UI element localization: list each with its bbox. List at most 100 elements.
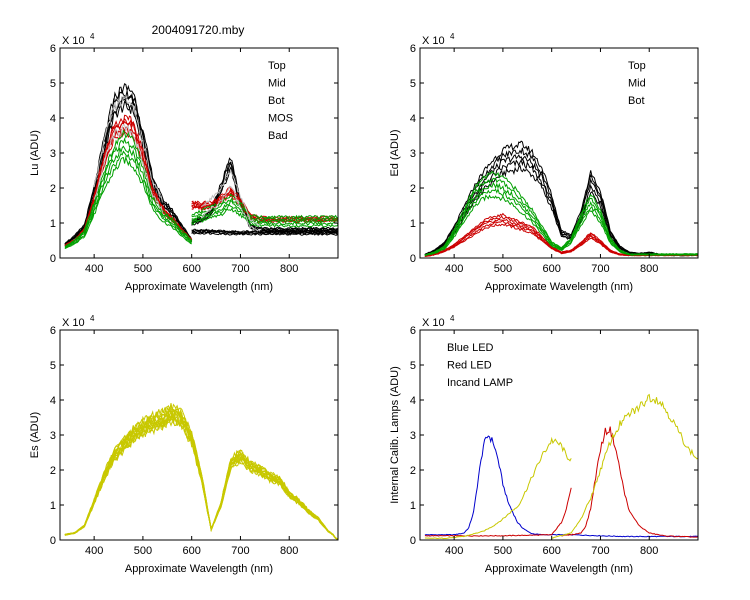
series-line-mid — [64, 114, 193, 246]
series-line-mid — [424, 220, 698, 257]
legend-entry-red-led: Red LED — [447, 360, 492, 372]
y-tick-label: 2 — [410, 465, 416, 477]
y-tick-label: 1 — [50, 500, 56, 512]
x-tick-label: 800 — [640, 263, 658, 275]
figure-title: 2004091720.mby — [152, 23, 245, 37]
series-line-bot — [191, 199, 338, 224]
y-tick-label: 3 — [50, 148, 56, 160]
y-multiplier-exponent: 4 — [90, 32, 95, 41]
y-tick-label: 6 — [410, 43, 416, 55]
y-tick-label: 5 — [410, 360, 416, 372]
series-line-bot — [191, 204, 338, 226]
cal-plot: 400 500 600 700 800 0 1 2 3 4 5 6 X 10 4 Approximate W… — [389, 314, 699, 575]
series-line-top — [191, 157, 338, 230]
x-tick-label: 500 — [134, 263, 152, 275]
series-line-top — [424, 140, 698, 256]
ed-plot: 400 500 600 700 800 0 1 2 3 4 5 6 X 10 4 Approximate W… — [389, 32, 699, 293]
y-tick-label: 2 — [410, 183, 416, 195]
y-tick-label: 3 — [410, 430, 416, 442]
x-tick-label: 500 — [134, 545, 152, 557]
legend-entry-top: Top — [628, 60, 646, 72]
legend-entry-incand-lamp: Incand LAMP — [447, 377, 513, 389]
series-line-bot — [424, 187, 698, 257]
y-tick-label: 1 — [410, 218, 416, 230]
x-axis-label: Approximate Wavelength (nm) — [125, 563, 273, 575]
y-tick-label: 4 — [410, 395, 416, 407]
series-line-bot — [191, 197, 338, 222]
y-tick-label: 5 — [410, 78, 416, 90]
y-tick-label: 3 — [50, 430, 56, 442]
y-tick-label: 6 — [50, 325, 56, 337]
series-group — [64, 83, 338, 249]
series-line-bot — [64, 145, 192, 249]
y-tick-label: 4 — [50, 113, 56, 125]
legend-entry-bot: Bot — [628, 95, 645, 107]
legend-entry-blue-led: Blue LED — [447, 342, 494, 354]
legend-entry-mid: Mid — [628, 78, 646, 90]
y-axis-label: Internal Calib. Lamps (ADU) — [389, 366, 401, 504]
x-tick-label: 800 — [280, 263, 298, 275]
es-plot: 400 500 600 700 800 0 1 2 3 4 5 6 X 10 4 Approximate W… — [29, 314, 339, 575]
series-line-top — [64, 83, 193, 244]
y-tick-label: 1 — [50, 218, 56, 230]
y-tick-label: 4 — [410, 113, 416, 125]
y-tick-label: 2 — [50, 183, 56, 195]
x-tick-label: 500 — [494, 263, 512, 275]
legend-entry-top: Top — [268, 60, 286, 72]
y-multiplier: X 10 — [422, 317, 445, 329]
series-line-top — [191, 161, 338, 231]
series-line-bot — [64, 155, 192, 249]
series-group — [424, 393, 698, 540]
legend-entry-mid: Mid — [268, 78, 286, 90]
series-line-top — [424, 147, 698, 256]
series-line-es — [64, 403, 338, 540]
legend-entry-mos: MOS — [268, 113, 293, 125]
series-line-bad — [93, 95, 163, 202]
series-group — [424, 140, 698, 257]
series-line-incand-lamp — [551, 393, 698, 539]
y-tick-label: 6 — [50, 43, 56, 55]
series-line-bot — [191, 193, 338, 220]
x-tick-label: 400 — [445, 263, 463, 275]
x-axis-label: Approximate Wavelength (nm) — [485, 281, 633, 293]
y-multiplier: X 10 — [422, 35, 445, 47]
y-axis-label: Es (ADU) — [29, 412, 41, 458]
plot-frame — [59, 329, 339, 541]
series-group — [64, 403, 338, 540]
x-axis-label: Approximate Wavelength (nm) — [485, 563, 633, 575]
y-tick-label: 1 — [410, 500, 416, 512]
series-line-bad — [201, 168, 261, 226]
y-multiplier: X 10 — [62, 317, 85, 329]
x-tick-label: 700 — [591, 263, 609, 275]
y-multiplier-exponent: 4 — [90, 314, 95, 323]
series-line-top — [191, 228, 338, 233]
series-line-top — [191, 229, 338, 234]
x-tick-label: 400 — [85, 545, 103, 557]
x-tick-label: 600 — [183, 263, 201, 275]
y-tick-label: 4 — [50, 395, 56, 407]
y-multiplier-exponent: 4 — [450, 314, 455, 323]
series-line-bot — [424, 171, 698, 256]
series-line-bad — [201, 185, 261, 232]
x-tick-label: 400 — [85, 263, 103, 275]
legend-entry-bot: Bot — [268, 95, 285, 107]
legend-entry-bad: Bad — [268, 130, 288, 142]
y-tick-label: 0 — [50, 535, 56, 547]
x-tick-label: 800 — [280, 545, 298, 557]
series-line-red-led — [424, 487, 572, 537]
series-line-bad — [93, 124, 163, 213]
y-tick-label: 3 — [410, 148, 416, 160]
x-tick-label: 700 — [231, 545, 249, 557]
y-tick-label: 2 — [50, 465, 56, 477]
y-tick-label: 0 — [410, 535, 416, 547]
x-tick-label: 400 — [445, 545, 463, 557]
x-tick-label: 500 — [494, 545, 512, 557]
series-line-blue-led — [424, 435, 698, 538]
x-tick-label: 700 — [231, 263, 249, 275]
y-tick-label: 5 — [50, 360, 56, 372]
y-axis-label: Lu (ADU) — [29, 130, 41, 176]
x-tick-label: 600 — [543, 545, 561, 557]
y-multiplier: X 10 — [62, 35, 85, 47]
x-axis-label: Approximate Wavelength (nm) — [125, 281, 273, 293]
